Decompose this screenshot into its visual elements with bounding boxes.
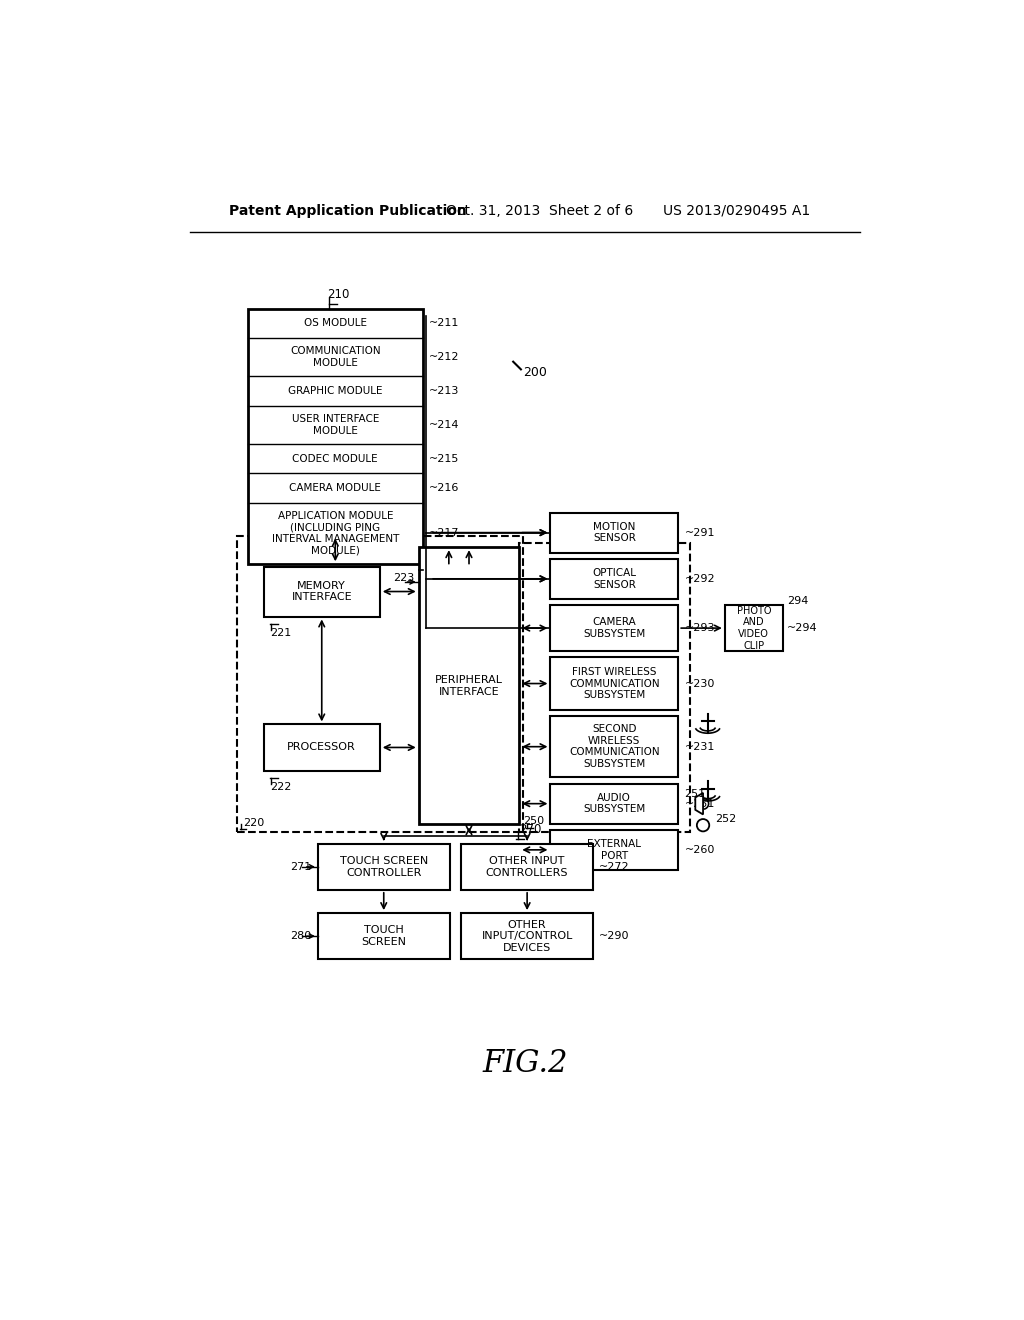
Text: AUDIO
SUBSYSTEM: AUDIO SUBSYSTEM [584, 793, 645, 814]
Text: COMMUNICATION
MODULE: COMMUNICATION MODULE [290, 346, 381, 368]
Bar [461, 843, 593, 890]
Bar [248, 309, 423, 564]
Text: 223: 223 [393, 573, 415, 583]
Bar [550, 605, 678, 651]
Text: 220: 220 [243, 818, 264, 828]
Bar [550, 558, 678, 599]
Text: ~215: ~215 [429, 454, 459, 463]
Bar [317, 913, 450, 960]
Text: EXTERNAL
PORT: EXTERNAL PORT [588, 840, 641, 861]
Bar [725, 605, 783, 651]
Text: ~293: ~293 [684, 623, 715, 634]
Text: ~251: ~251 [684, 799, 715, 809]
Text: OS MODULE: OS MODULE [304, 318, 367, 329]
Text: ~216: ~216 [429, 483, 459, 492]
Text: 221: 221 [270, 628, 291, 639]
Text: CODEC MODULE: CODEC MODULE [293, 454, 378, 463]
Text: 200: 200 [523, 366, 547, 379]
Text: OTHER
INPUT/CONTROL
DEVICES: OTHER INPUT/CONTROL DEVICES [481, 920, 572, 953]
Bar [263, 566, 380, 616]
Text: GRAPHIC MODULE: GRAPHIC MODULE [288, 385, 383, 396]
Text: ~292: ~292 [684, 574, 715, 583]
Text: ~290: ~290 [599, 931, 630, 941]
Text: ~213: ~213 [429, 385, 459, 396]
Text: 222: 222 [270, 783, 291, 792]
Text: MOTION
SENSOR: MOTION SENSOR [593, 521, 636, 544]
Text: CAMERA MODULE: CAMERA MODULE [290, 483, 381, 492]
Text: US 2013/0290495 A1: US 2013/0290495 A1 [663, 203, 810, 218]
Text: ~230: ~230 [684, 678, 715, 689]
Text: 280: 280 [291, 931, 311, 941]
Text: 270: 270 [519, 824, 542, 837]
Text: ~291: ~291 [684, 528, 715, 537]
Text: 250: 250 [523, 816, 545, 825]
Bar [519, 544, 690, 832]
Bar [550, 784, 678, 824]
Text: ~217: ~217 [429, 528, 459, 539]
Text: 251: 251 [684, 789, 706, 800]
Text: CAMERA
SUBSYSTEM: CAMERA SUBSYSTEM [584, 618, 645, 639]
Bar [550, 512, 678, 553]
Text: 271: 271 [291, 862, 311, 871]
Bar [550, 657, 678, 710]
Bar [550, 715, 678, 777]
Text: ~272: ~272 [599, 862, 630, 871]
Text: OTHER INPUT
CONTROLLERS: OTHER INPUT CONTROLLERS [485, 855, 568, 878]
Text: 210: 210 [328, 288, 350, 301]
Polygon shape [695, 793, 703, 814]
Text: APPLICATION MODULE
(INCLUDING PING
INTERVAL MANAGEMENT
MODULE): APPLICATION MODULE (INCLUDING PING INTER… [271, 511, 399, 556]
Bar [237, 536, 523, 832]
Text: ~231: ~231 [684, 742, 715, 751]
Bar [419, 548, 519, 825]
Text: SECOND
WIRELESS
COMMUNICATION
SUBSYSTEM: SECOND WIRELESS COMMUNICATION SUBSYSTEM [569, 725, 659, 770]
Text: TOUCH SCREEN
CONTROLLER: TOUCH SCREEN CONTROLLER [340, 855, 428, 878]
Text: ~260: ~260 [684, 845, 715, 855]
Text: ~212: ~212 [429, 352, 459, 362]
Text: FIRST WIRELESS
COMMUNICATION
SUBSYSTEM: FIRST WIRELESS COMMUNICATION SUBSYSTEM [569, 667, 659, 700]
Text: ~214: ~214 [429, 420, 459, 430]
Text: USER INTERFACE
MODULE: USER INTERFACE MODULE [292, 414, 379, 436]
Text: FIG.2: FIG.2 [482, 1048, 567, 1078]
Text: MEMORY
INTERFACE: MEMORY INTERFACE [292, 581, 352, 602]
Text: Oct. 31, 2013  Sheet 2 of 6: Oct. 31, 2013 Sheet 2 of 6 [445, 203, 633, 218]
Text: 294: 294 [786, 597, 808, 606]
Bar [550, 830, 678, 870]
Bar [461, 913, 593, 960]
Text: PERIPHERAL
INTERFACE: PERIPHERAL INTERFACE [435, 675, 503, 697]
Bar [317, 843, 450, 890]
Bar [263, 725, 380, 771]
Text: Patent Application Publication: Patent Application Publication [228, 203, 467, 218]
Text: PHOTO
AND
VIDEO
CLIP: PHOTO AND VIDEO CLIP [736, 606, 771, 651]
Text: OPTICAL
SENSOR: OPTICAL SENSOR [592, 568, 636, 590]
Text: TOUCH
SCREEN: TOUCH SCREEN [361, 925, 407, 946]
Text: ~294: ~294 [786, 623, 817, 634]
Text: PROCESSOR: PROCESSOR [288, 742, 356, 752]
Text: 252: 252 [715, 814, 736, 824]
Text: ~211: ~211 [429, 318, 459, 329]
